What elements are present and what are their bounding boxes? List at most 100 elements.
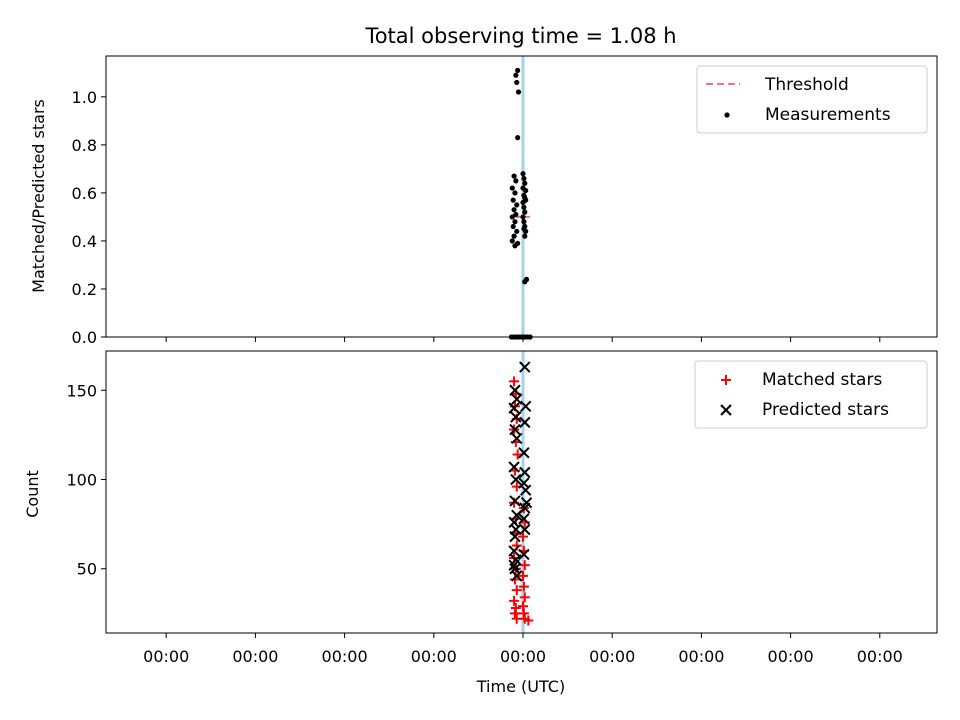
ratio-plot-content [508, 56, 533, 340]
measurement-point [510, 223, 516, 230]
predicted-star-point [509, 423, 521, 436]
ratio-legend-box [696, 65, 928, 134]
measurement-point [522, 180, 528, 186]
measurement-point [512, 190, 518, 196]
ratio-plot-frame [105, 55, 938, 338]
y-tick-label: 0.8 [72, 136, 97, 155]
count-y-ticks: 50 100 150 [66, 381, 106, 579]
legend-predicted-label: Predicted stars [762, 400, 889, 420]
x-tick-label: 00:00 [589, 647, 635, 666]
x-tick-label: 00:00 [322, 647, 368, 666]
predicted-star-point [509, 384, 521, 396]
predicted-star-point [518, 513, 530, 525]
predicted-star-point [508, 402, 520, 414]
predicted-star-point [508, 545, 520, 557]
matched-star-point [518, 531, 528, 542]
chart-title: Total observing time = 1.08 h [364, 24, 676, 48]
matched-star-point [509, 376, 520, 387]
measurement-point [513, 178, 519, 184]
x-tick-label: 00:00 [857, 647, 903, 666]
x-tick-label: 00:00 [678, 647, 724, 666]
matched-star-point [518, 581, 529, 592]
measurement-point [512, 219, 518, 225]
ratio-legend: Threshold Measurements [696, 65, 928, 134]
measurement-point [511, 207, 517, 213]
measurement-point [522, 209, 528, 215]
predicted-star-point [519, 466, 531, 479]
y-tick-label: 0.4 [72, 232, 97, 251]
predicted-star-point [510, 411, 522, 423]
measurement-point [509, 214, 515, 220]
legend-predicted-swatch [720, 404, 732, 416]
x-tick-label: 00:00 [232, 647, 278, 666]
measurement-point [509, 185, 515, 191]
count-legend-box [694, 360, 928, 429]
x-tick-label: 00:00 [143, 647, 189, 666]
y-tick-label: 50 [77, 560, 97, 579]
predicted-star-point [519, 400, 532, 413]
predicted-star-point [519, 416, 531, 429]
count-plot-frame [105, 350, 938, 634]
measurement-point [511, 173, 517, 179]
y-tick-label: 1.0 [72, 88, 97, 107]
predicted-star-point [509, 530, 521, 543]
measurement-point [520, 214, 526, 220]
y-tick-label: 0.6 [72, 184, 97, 203]
ratio-panel: 0.0 0.2 0.4 0.6 0.8 1.0 Matched/Predicted sta… [29, 55, 938, 347]
predicted-star-point [511, 570, 523, 582]
measurement-point [513, 72, 519, 78]
predicted-star-point [519, 361, 531, 373]
predicted-star-point [511, 509, 523, 521]
predicted-star-point [519, 523, 531, 536]
x-tick-label: 00:00 [500, 647, 546, 666]
measurement-point [521, 204, 527, 210]
matched-star-point [523, 615, 534, 626]
measurement-point [521, 226, 527, 232]
matched-star-point [509, 608, 520, 619]
measurement-point [515, 89, 522, 95]
predicted-star-point [511, 432, 523, 445]
predicted-star-point [518, 548, 530, 561]
y-tick-label: 150 [66, 381, 97, 400]
predicted-star-point [511, 393, 523, 405]
x-tick-label: 00:00 [768, 647, 814, 666]
ratio-y-axis-label: Matched/Predicted stars [29, 99, 48, 293]
ratio-y-ticks: 0.0 0.2 0.4 0.6 0.8 1.0 [72, 88, 106, 347]
predicted-star-point [508, 461, 520, 473]
legend-measurements-label: Measurements [765, 105, 891, 125]
ratio-x-ticks [165, 337, 881, 342]
count-legend: Matched stars Predicted stars [694, 360, 928, 429]
predicted-star-point [509, 495, 521, 507]
measurement-point [515, 67, 521, 74]
x-tick-label: 00:00 [411, 647, 457, 666]
matched-star-point [509, 574, 520, 585]
predicted-star-point [519, 484, 532, 496]
measurement-point [514, 228, 520, 234]
measurement-point [521, 175, 527, 182]
measurement-point [515, 240, 521, 246]
measurement-point [521, 219, 527, 225]
measurement-point [522, 233, 528, 239]
legend-threshold-label: Threshold [764, 75, 849, 95]
measurement-point [522, 279, 528, 285]
y-tick-label: 100 [66, 471, 97, 490]
count-y-axis-label: Count [23, 470, 42, 518]
measurement-point [523, 187, 529, 194]
y-tick-label: 0.0 [72, 328, 97, 347]
matched-star-point [519, 560, 530, 571]
x-axis-label: Time (UTC) [476, 677, 565, 696]
measurement-point [514, 202, 520, 208]
legend-matched-label: Matched stars [762, 370, 882, 390]
predicted-star-point [518, 447, 530, 459]
count-x-ticks: 00:00 00:00 00:00 00:00 00:00 00:00 00:00 00:00… [143, 633, 903, 666]
matched-star-point [509, 595, 520, 606]
measurement-point [510, 197, 516, 203]
legend-matched-swatch [721, 375, 731, 385]
measurement-point [520, 171, 526, 177]
legend-measurements-swatch [724, 112, 730, 118]
y-tick-label: 0.2 [72, 280, 97, 299]
matched-star-point [518, 570, 528, 581]
measurement-point [515, 135, 521, 141]
